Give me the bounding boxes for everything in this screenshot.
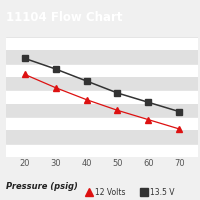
Bar — [6, 77, 198, 90]
Text: 11104 Flow Chart: 11104 Flow Chart — [6, 11, 122, 24]
Bar — [6, 130, 198, 144]
Text: 12 Volts: 12 Volts — [95, 188, 126, 197]
Bar — [6, 104, 198, 117]
Text: 13.5 V: 13.5 V — [150, 188, 174, 197]
Bar — [6, 50, 198, 64]
Text: Pressure (psig): Pressure (psig) — [6, 182, 78, 191]
